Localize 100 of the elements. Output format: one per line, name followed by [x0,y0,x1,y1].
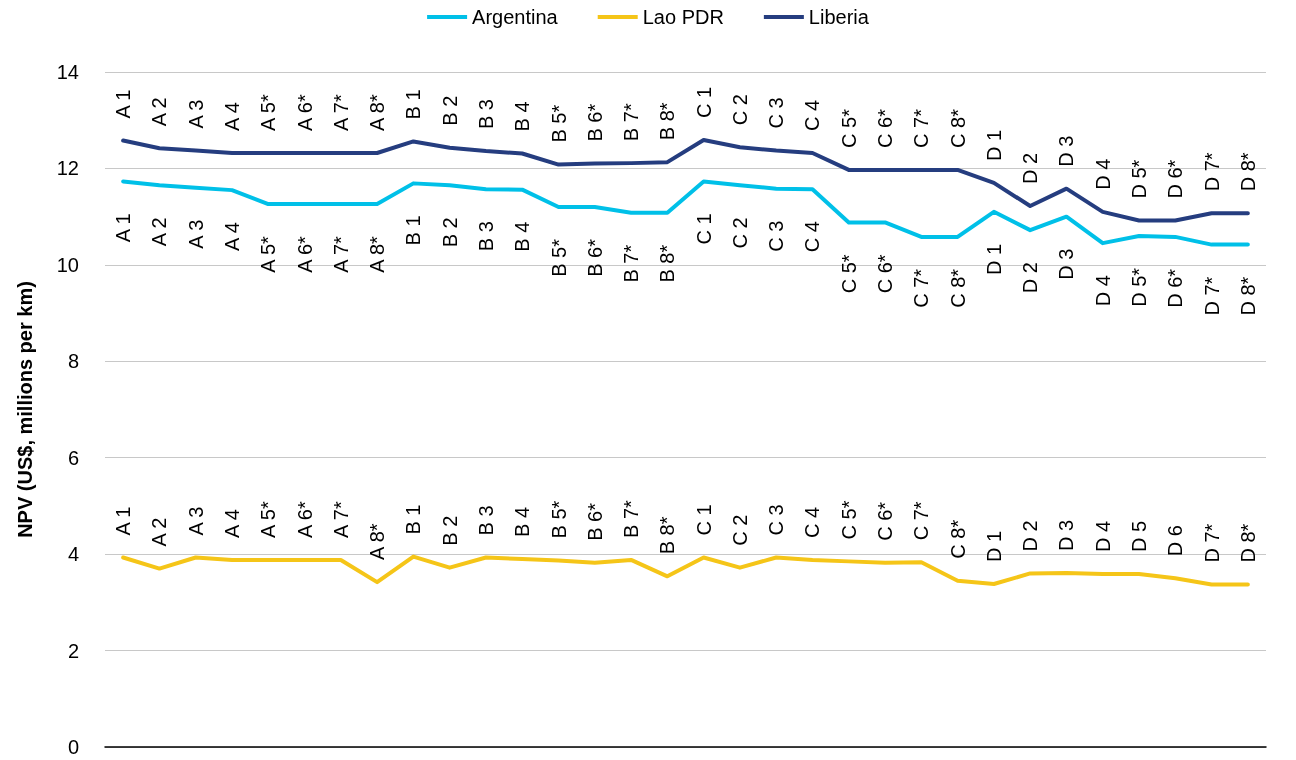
legend-label: Liberia [808,6,870,28]
data-label: A 5* [257,235,280,273]
data-label: A 7* [329,94,352,131]
data-label: A 4 [220,222,243,252]
data-label: D 5 [1128,520,1151,552]
data-label: D 7* [1200,276,1223,316]
data-label: A 1 [112,213,135,243]
data-label: B 5* [547,238,570,277]
data-label: C 6* [874,501,897,541]
data-label: D 3 [1055,519,1078,551]
data-label: D 1 [982,243,1005,275]
data-label: B 6* [583,502,606,541]
data-label: C 5* [837,254,860,294]
legend-label: Argentina [472,6,559,28]
data-label: B 2 [438,95,461,126]
y-tick-label: 12 [56,157,79,180]
data-label: B 6* [583,103,606,142]
data-label: B 6* [583,238,606,277]
data-label: C 1 [692,504,715,536]
y-tick-label: 4 [67,543,79,566]
data-label: D 1 [982,129,1005,161]
data-label: D 6 [1164,525,1187,557]
data-label: A 3 [184,99,207,129]
data-label: A 3 [184,219,207,249]
data-label: B 8* [656,516,679,555]
data-label: B 7* [620,244,643,283]
data-label: B 3 [474,99,497,130]
data-label: D 4 [1091,275,1114,307]
data-label: B 2 [438,515,461,546]
y-tick-label: 0 [67,736,79,758]
data-label: C 8* [946,519,969,559]
data-label: C 6* [874,108,897,148]
data-label: D 2 [1019,152,1042,185]
data-label: B 4 [511,221,534,252]
data-label: D 7* [1200,523,1223,563]
data-label: D 4 [1091,158,1114,190]
data-label: B 7* [620,103,643,142]
data-label: A 7* [329,501,352,538]
data-label: D 1 [982,530,1005,563]
data-label: C 3 [765,220,788,252]
data-label: A 4 [220,102,243,131]
data-label: A 6* [293,235,316,273]
data-label: C 8* [946,108,969,148]
data-label: B 5* [547,500,570,539]
data-label: D 5* [1128,159,1151,199]
data-label: D 4 [1091,520,1114,552]
data-label: A 4 [220,509,243,538]
data-label: D 6* [1164,159,1187,199]
data-label: C 2 [728,217,751,249]
data-label: B 1 [402,504,425,535]
data-label: C 5* [837,108,860,148]
data-label: C 5* [837,500,860,540]
data-label: A 7* [329,235,352,273]
data-label: A 2 [148,97,171,127]
data-label: B 8* [656,102,679,141]
data-label: C 1 [692,86,715,118]
data-label: D 8* [1236,276,1259,316]
y-tick-label: 2 [67,639,79,662]
data-label: D 6* [1164,268,1187,308]
data-label: C 8* [946,268,969,308]
data-label: C 4 [801,221,824,253]
data-label: C 2 [728,514,751,546]
data-label: A 2 [148,517,171,547]
data-label: D 5* [1128,267,1151,307]
data-label: C 1 [692,213,715,245]
data-label: A 5* [257,501,280,538]
data-label: C 3 [765,504,788,536]
y-tick-label: 8 [67,350,79,373]
data-label: A 1 [112,89,135,119]
data-label: B 4 [511,506,534,537]
data-label: C 7* [910,108,933,148]
data-label: B 1 [402,89,425,120]
data-label: D 8* [1236,523,1259,563]
data-label: C 7* [910,268,933,308]
legend-label: Lao PDR [642,6,724,28]
data-label: A 1 [112,506,135,536]
data-label: B 4 [511,101,534,132]
data-label: A 5* [257,94,280,131]
data-label: C 4 [801,99,824,131]
data-label: A 3 [184,506,207,536]
data-label: A 6* [293,501,316,538]
data-label: D 3 [1055,135,1078,167]
data-label: D 2 [1019,262,1042,294]
data-label: B 3 [474,221,497,252]
data-label: B 2 [438,217,461,248]
data-label: A 8* [366,523,389,561]
data-label: A 8* [366,235,389,273]
data-label: D 7* [1200,152,1223,192]
data-label: D 3 [1055,248,1078,280]
data-label: C 3 [765,97,788,129]
y-tick-label: 6 [67,446,79,469]
y-axis-title: NPV (US$, millions per km) [14,281,36,538]
data-label: B 8* [656,244,679,283]
data-label: B 5* [547,104,570,143]
data-label: C 7* [910,501,933,541]
data-label: D 2 [1019,520,1042,552]
data-label: C 2 [728,94,751,126]
data-label: C 6* [874,254,897,294]
y-tick-label: 10 [56,253,79,276]
data-label: A 8* [366,94,389,131]
